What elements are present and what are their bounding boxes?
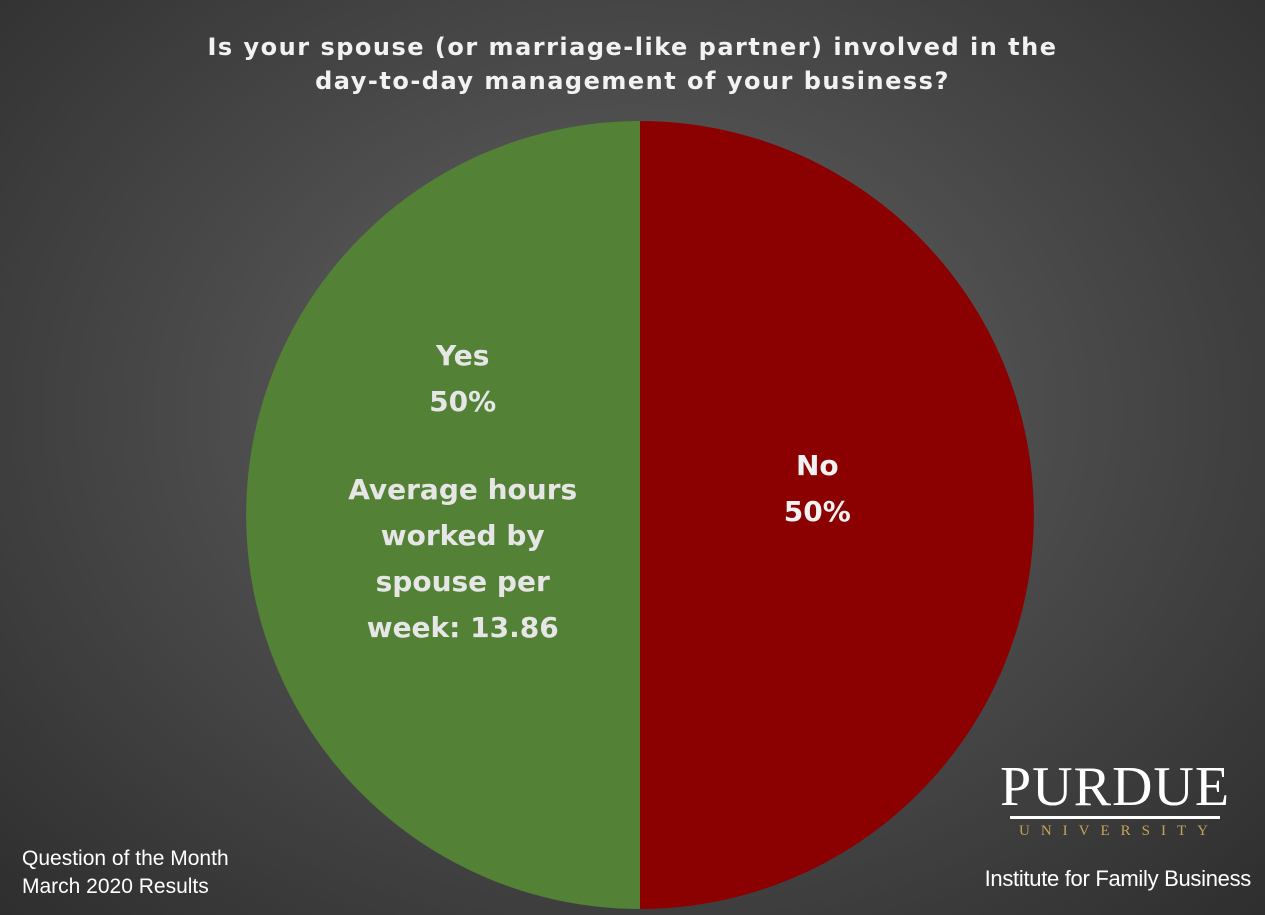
pie-slice-no xyxy=(640,121,1034,909)
slice-value-yes: 50% xyxy=(429,385,496,418)
slice-value-no: 50% xyxy=(784,495,851,528)
logo-name: PURDUE xyxy=(1000,756,1231,818)
pie-labels: No 50% Yes 50% Average hours worked by spouse … xyxy=(348,339,851,644)
purdue-logo: PURDUE UNIVERSITY xyxy=(1000,758,1230,840)
chart-title-line-1: Is your spouse (or marriage-like partner… xyxy=(207,33,1058,61)
slice-annotation-yes-4: week: 13.86 xyxy=(367,611,559,644)
footer-caption: Question of the Month March 2020 Results xyxy=(22,845,229,901)
slice-annotation-yes-3: spouse per xyxy=(376,565,550,598)
pie-slice-yes xyxy=(246,121,641,909)
pie-slices xyxy=(246,121,1034,909)
chart-title: Is your spouse (or marriage-like partner… xyxy=(0,30,1265,98)
logo-rule xyxy=(1010,816,1220,819)
slice-label-no: No xyxy=(796,449,839,482)
footer-line-2: March 2020 Results xyxy=(22,875,209,898)
slice-label-yes: Yes xyxy=(435,339,489,372)
slice-annotation-yes-2: worked by xyxy=(381,519,545,552)
logo-subtitle: UNIVERSITY xyxy=(1019,823,1219,839)
institute-name: Institute for Family Business xyxy=(984,866,1252,891)
footer-line-1: Question of the Month xyxy=(22,847,229,870)
slice-annotation-yes-1: Average hours xyxy=(348,473,577,506)
chart-title-line-2: day-to-day management of your business? xyxy=(315,67,950,95)
